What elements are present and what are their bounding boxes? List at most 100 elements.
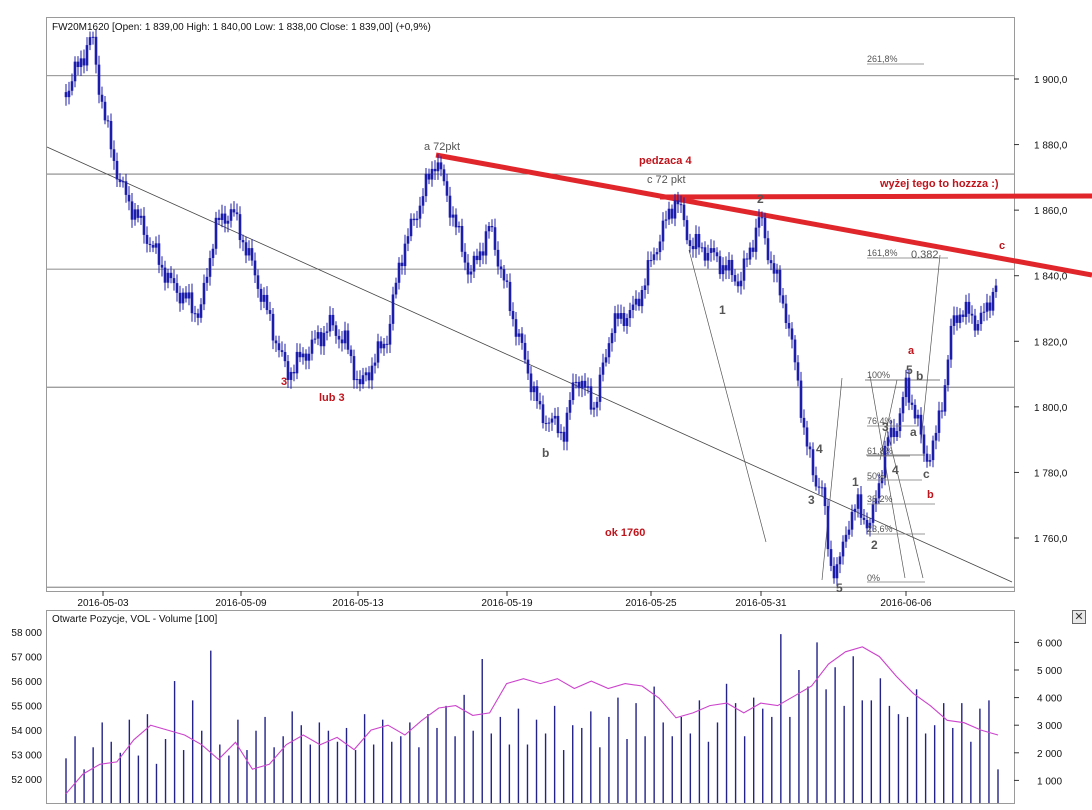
candle-body (406, 236, 410, 244)
candle-body (199, 304, 203, 318)
fib-label-261-8: 261,8% (867, 54, 898, 64)
candle-body (865, 519, 869, 529)
candle-body (538, 401, 542, 405)
candle-body (532, 386, 536, 393)
candle-body (694, 233, 698, 250)
candle-body (940, 410, 944, 412)
candle-body (490, 226, 494, 228)
candle-body (883, 445, 887, 478)
candle-body (943, 385, 947, 412)
annotation-subwave-c: c (923, 467, 930, 481)
annotation-wave-2: 2 (757, 192, 764, 206)
candle-body (874, 498, 878, 505)
candle-body (892, 427, 896, 437)
candle-body (589, 386, 593, 410)
candle-body (508, 281, 512, 312)
fib-label-161-8: 161,8% (867, 248, 898, 258)
candle-body (73, 61, 77, 82)
candle-body (520, 333, 524, 343)
candle-body (889, 427, 893, 438)
candle-body (961, 314, 965, 317)
candle-body (460, 225, 464, 252)
candle-body (733, 275, 737, 282)
candle-body (481, 251, 485, 256)
candle-body (751, 247, 755, 252)
oi-axis-label: 55 000 (11, 702, 42, 713)
candle-body (799, 380, 803, 418)
candle-body (253, 260, 257, 276)
candle-body (844, 534, 848, 542)
volume-panel-header: Otwarte Pozycje, VOL - Volume [100] (52, 614, 217, 625)
candle-body (247, 248, 251, 256)
close-panel-button[interactable]: ✕ (1072, 610, 1086, 624)
candle-body (64, 92, 68, 98)
candle-body (511, 311, 515, 320)
candle-body (130, 201, 134, 220)
candle-body (949, 325, 953, 360)
annotation-b-gray: b (542, 446, 549, 460)
volume-axis-label: 3 000 (1037, 721, 1062, 732)
candle-body (103, 101, 107, 121)
fib-label-0: 0% (867, 573, 880, 583)
candle-body (526, 359, 530, 374)
candle-body (931, 440, 935, 461)
candle-body (271, 313, 275, 341)
candle-body (697, 233, 701, 248)
candle-body (397, 262, 401, 283)
wave-helper-line (920, 254, 941, 443)
annotation-wave-5: 5 (836, 581, 843, 595)
candle-body (748, 247, 752, 260)
candle-body (448, 195, 452, 218)
candle-body (82, 58, 86, 66)
candle-body (499, 266, 503, 270)
candle-body (106, 120, 110, 122)
candle-body (550, 418, 554, 423)
candle-body (217, 217, 221, 220)
candle-body (334, 325, 338, 336)
oi-axis-label: 56 000 (11, 677, 42, 688)
price-x-tick-label: 2016-05-25 (625, 598, 677, 609)
candle-body (604, 357, 608, 363)
wave-helper-line (879, 379, 898, 461)
candle-body (487, 226, 491, 232)
candle-body (676, 200, 680, 205)
candle-body (835, 564, 839, 579)
candle-body (256, 275, 260, 289)
candle-body (382, 343, 386, 349)
candle-body (760, 217, 764, 219)
candle-body (823, 487, 827, 507)
candle-body (349, 349, 353, 357)
candle-body (121, 181, 125, 183)
candle-body (136, 209, 140, 218)
candle-body (922, 434, 926, 454)
candle-body (364, 372, 368, 376)
candle-body (703, 247, 707, 261)
price-x-tick-label: 2016-05-03 (77, 598, 129, 609)
candle-body (316, 332, 320, 339)
candle-body (958, 314, 962, 323)
candle-body (859, 494, 863, 518)
candle-body (910, 402, 914, 405)
candle-body (154, 243, 158, 248)
price-panel-frame (46, 17, 1015, 592)
candle-body (352, 356, 356, 381)
candle-body (979, 312, 983, 325)
candle-body (766, 238, 770, 261)
candle-body (391, 294, 395, 324)
candle-body (952, 315, 956, 326)
candle-body (607, 343, 611, 358)
candle-body (157, 243, 161, 265)
annotation-b-red: b (927, 489, 934, 501)
candle-body (907, 377, 911, 403)
candle-body (307, 353, 311, 361)
candle-body (442, 169, 446, 182)
candle-body (451, 214, 455, 218)
candle-body (97, 64, 101, 95)
annotation-subwave-1: 1 (852, 475, 859, 489)
candle-body (598, 374, 602, 402)
price-x-tick-label: 2016-05-13 (332, 598, 384, 609)
candle-body (646, 260, 650, 286)
candle-body (640, 290, 644, 307)
price-y-tick-label: 1 900,0 (1034, 75, 1068, 86)
candle-body (673, 200, 677, 219)
